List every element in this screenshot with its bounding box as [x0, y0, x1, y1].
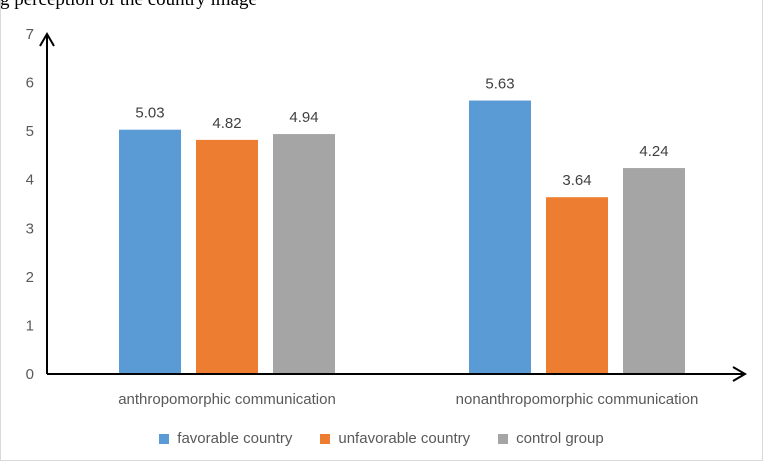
- bar: [119, 129, 181, 374]
- data-label: 5.63: [485, 76, 514, 93]
- caption-fragment: g perception of the country image: [0, 0, 763, 22]
- y-tick-label: 5: [26, 123, 34, 140]
- y-tick-label: 2: [26, 269, 34, 286]
- legend-label: unfavorable country: [338, 430, 471, 447]
- legend-item: control group: [498, 430, 604, 447]
- bar-chart: 0 1 2 3 4 5 6 7 5.03 4.82 4.94 anthropomorphic comm…: [26, 26, 747, 408]
- data-label: 3.64: [562, 172, 591, 189]
- bar: [196, 139, 258, 374]
- y-tick-label: 7: [26, 26, 34, 43]
- x-category-label: nonanthropomorphic communication: [456, 391, 699, 408]
- bar: [546, 197, 608, 374]
- x-category-label: anthropomorphic communication: [118, 391, 336, 408]
- bar: [469, 100, 531, 375]
- y-tick-label: 4: [26, 172, 34, 189]
- y-tick-label: 1: [26, 317, 34, 334]
- y-tick-label: 6: [26, 75, 34, 92]
- bar: [273, 134, 335, 374]
- y-axis-arrowhead: [39, 32, 55, 47]
- y-tick-label: 3: [26, 220, 34, 237]
- data-label: 4.94: [289, 109, 318, 126]
- y-tick-label: 0: [26, 366, 34, 383]
- data-label: 5.03: [135, 105, 164, 122]
- legend-item: unfavorable country: [320, 430, 470, 447]
- legend-swatch: [498, 433, 509, 444]
- data-label: 4.82: [212, 115, 241, 132]
- legend-item: favorable country: [159, 430, 292, 447]
- bar: [623, 168, 685, 374]
- data-label: 4.24: [639, 143, 668, 160]
- chart-legend: favorable country unfavorable country cont…: [0, 430, 763, 447]
- x-axis-arrowhead: [732, 366, 747, 382]
- legend-label: favorable country: [177, 430, 293, 447]
- legend-swatch: [159, 433, 170, 444]
- legend-label: control group: [516, 430, 604, 447]
- legend-swatch: [320, 433, 331, 444]
